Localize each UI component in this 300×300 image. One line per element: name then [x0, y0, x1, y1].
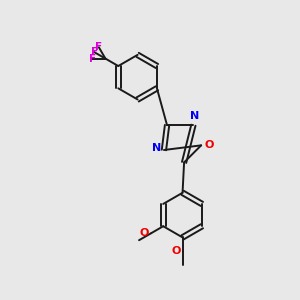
Text: O: O	[140, 228, 149, 238]
Text: O: O	[205, 140, 214, 150]
Text: F: F	[89, 54, 96, 64]
Text: N: N	[152, 143, 161, 154]
Text: N: N	[190, 112, 200, 122]
Text: F: F	[95, 42, 102, 52]
Text: O: O	[171, 246, 181, 256]
Text: F: F	[91, 47, 98, 57]
